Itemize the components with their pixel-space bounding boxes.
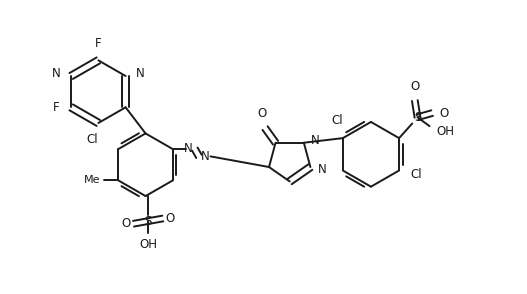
Text: N: N xyxy=(52,67,61,80)
Text: N: N xyxy=(136,67,145,80)
Text: O: O xyxy=(410,80,419,93)
Text: F: F xyxy=(53,101,60,114)
Text: Cl: Cl xyxy=(332,114,344,127)
Text: O: O xyxy=(258,107,267,120)
Text: S: S xyxy=(144,215,152,228)
Text: O: O xyxy=(440,107,448,120)
Text: N: N xyxy=(311,134,320,147)
Text: O: O xyxy=(122,217,131,230)
Text: OH: OH xyxy=(436,125,454,138)
Text: Me: Me xyxy=(84,175,101,185)
Text: Cl: Cl xyxy=(86,133,98,146)
Text: F: F xyxy=(95,37,102,50)
Text: O: O xyxy=(165,212,175,225)
Text: OH: OH xyxy=(139,238,157,251)
Text: N: N xyxy=(318,163,327,176)
Text: N: N xyxy=(201,151,210,163)
Text: N: N xyxy=(184,142,193,155)
Text: Cl: Cl xyxy=(411,168,422,181)
Text: S: S xyxy=(414,111,421,124)
